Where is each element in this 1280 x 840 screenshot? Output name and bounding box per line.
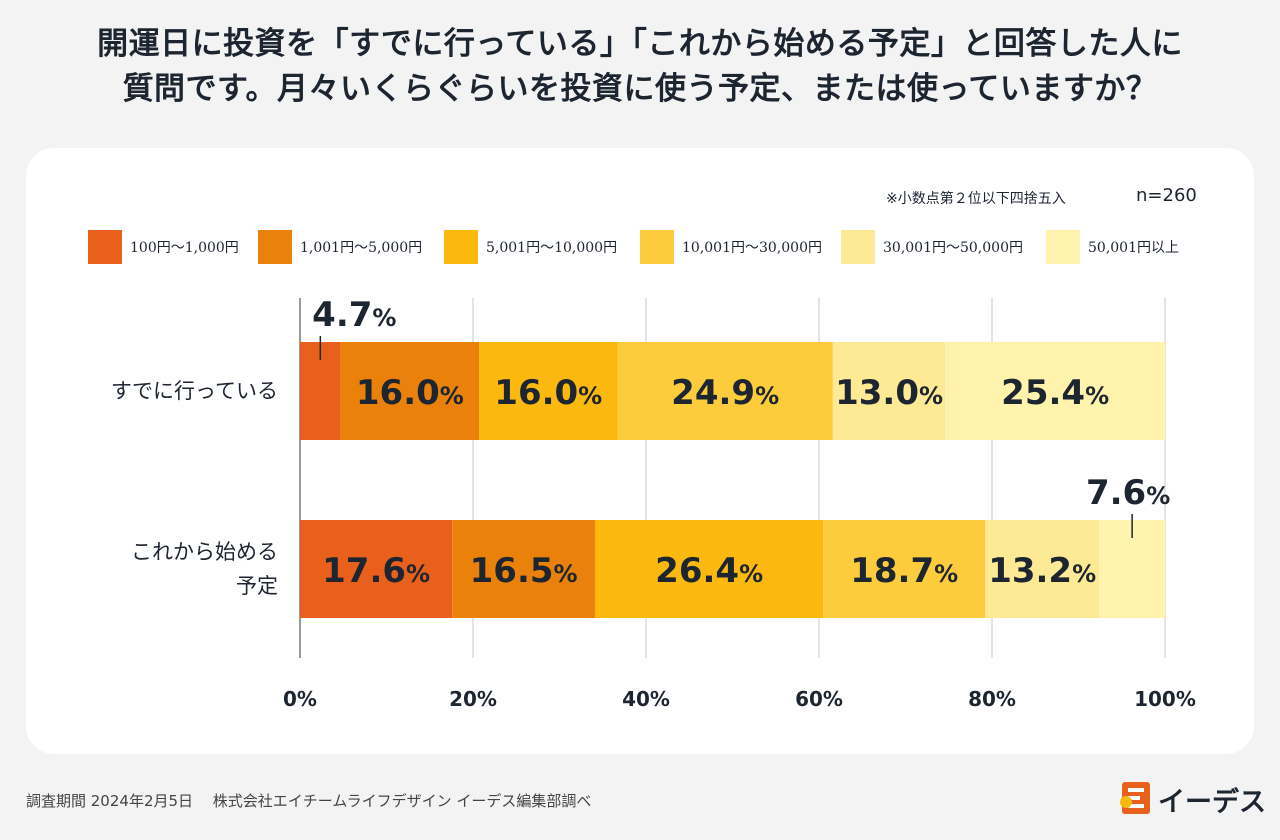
- category-label-line: これから始める: [131, 540, 278, 564]
- data-label-callout: 7.6%: [1086, 473, 1170, 513]
- logo-text: イーデス: [1158, 787, 1266, 818]
- bar-segment: [823, 520, 986, 618]
- x-tick-label: 80%: [968, 687, 1016, 711]
- data-label: 24.9%: [671, 373, 779, 413]
- title-line-1: 開運日に投資を「すでに行っている」「これから始める予定」と回答した人に: [97, 26, 1183, 62]
- x-tick-label: 40%: [622, 687, 670, 711]
- bar-segment: [985, 520, 1100, 618]
- title-line-2: 質問です。月々いくらぐらいを投資に使う予定、または使っていますか？: [122, 71, 1158, 107]
- legend-swatch: [841, 230, 875, 264]
- bar-segment: [479, 342, 618, 440]
- legend-label: 10,001円〜30,000円: [682, 240, 822, 256]
- data-label: 18.7%: [850, 551, 958, 591]
- category-label: これから始める予定: [78, 535, 278, 603]
- legend-swatch: [1046, 230, 1080, 264]
- legend-swatch: [258, 230, 292, 264]
- bar-segment: [832, 342, 946, 440]
- category-label: すでに行っている: [78, 374, 278, 408]
- bar-segment: [340, 342, 480, 440]
- x-tick-label: 0%: [283, 687, 317, 711]
- legend-label: 50,001円以上: [1088, 240, 1179, 256]
- legend-label: 100円〜1,000円: [130, 240, 239, 256]
- data-label: 17.6%: [322, 551, 430, 591]
- sample-size: n=260: [1136, 185, 1197, 206]
- bar-segment: [452, 520, 595, 618]
- legend-swatch: [640, 230, 674, 264]
- data-label: 13.2%: [988, 551, 1096, 591]
- bar-segment: [300, 520, 453, 618]
- category-label-line: すでに行っている: [110, 379, 278, 403]
- bar-segment: [617, 342, 833, 440]
- data-label: 16.0%: [494, 373, 602, 413]
- survey-footer: 調査期間 2024年2月5日 株式会社エイチームライフデザイン イーデス編集部調…: [26, 792, 592, 810]
- data-label: 26.4%: [655, 551, 763, 591]
- x-tick-label: 100%: [1134, 687, 1196, 711]
- category-label-line: 予定: [236, 574, 278, 598]
- bar-segment: [594, 520, 824, 618]
- data-label: 16.5%: [470, 551, 578, 591]
- data-label-callout: 4.7%: [312, 295, 396, 335]
- legend-label: 5,001円〜10,000円: [486, 240, 618, 256]
- data-label: 16.0%: [356, 373, 464, 413]
- x-tick-label: 20%: [449, 687, 497, 711]
- data-label: 25.4%: [1001, 373, 1109, 413]
- bar-segment: [945, 342, 1165, 440]
- legend-label: 30,001円〜50,000円: [883, 240, 1023, 256]
- x-tick-label: 60%: [795, 687, 843, 711]
- rounding-note: ※小数点第２位以下四捨五入: [886, 191, 1066, 207]
- chart-title: 開運日に投資を「すでに行っている」「これから始める予定」と回答した人に 質問です…: [0, 22, 1280, 112]
- legend-swatch: [88, 230, 122, 264]
- legend-swatch: [444, 230, 478, 264]
- data-label: 13.0%: [835, 373, 943, 413]
- edes-logo: イーデス: [1118, 780, 1266, 818]
- edes-logo-icon: [1120, 782, 1150, 814]
- legend-label: 1,001円〜5,000円: [300, 240, 423, 256]
